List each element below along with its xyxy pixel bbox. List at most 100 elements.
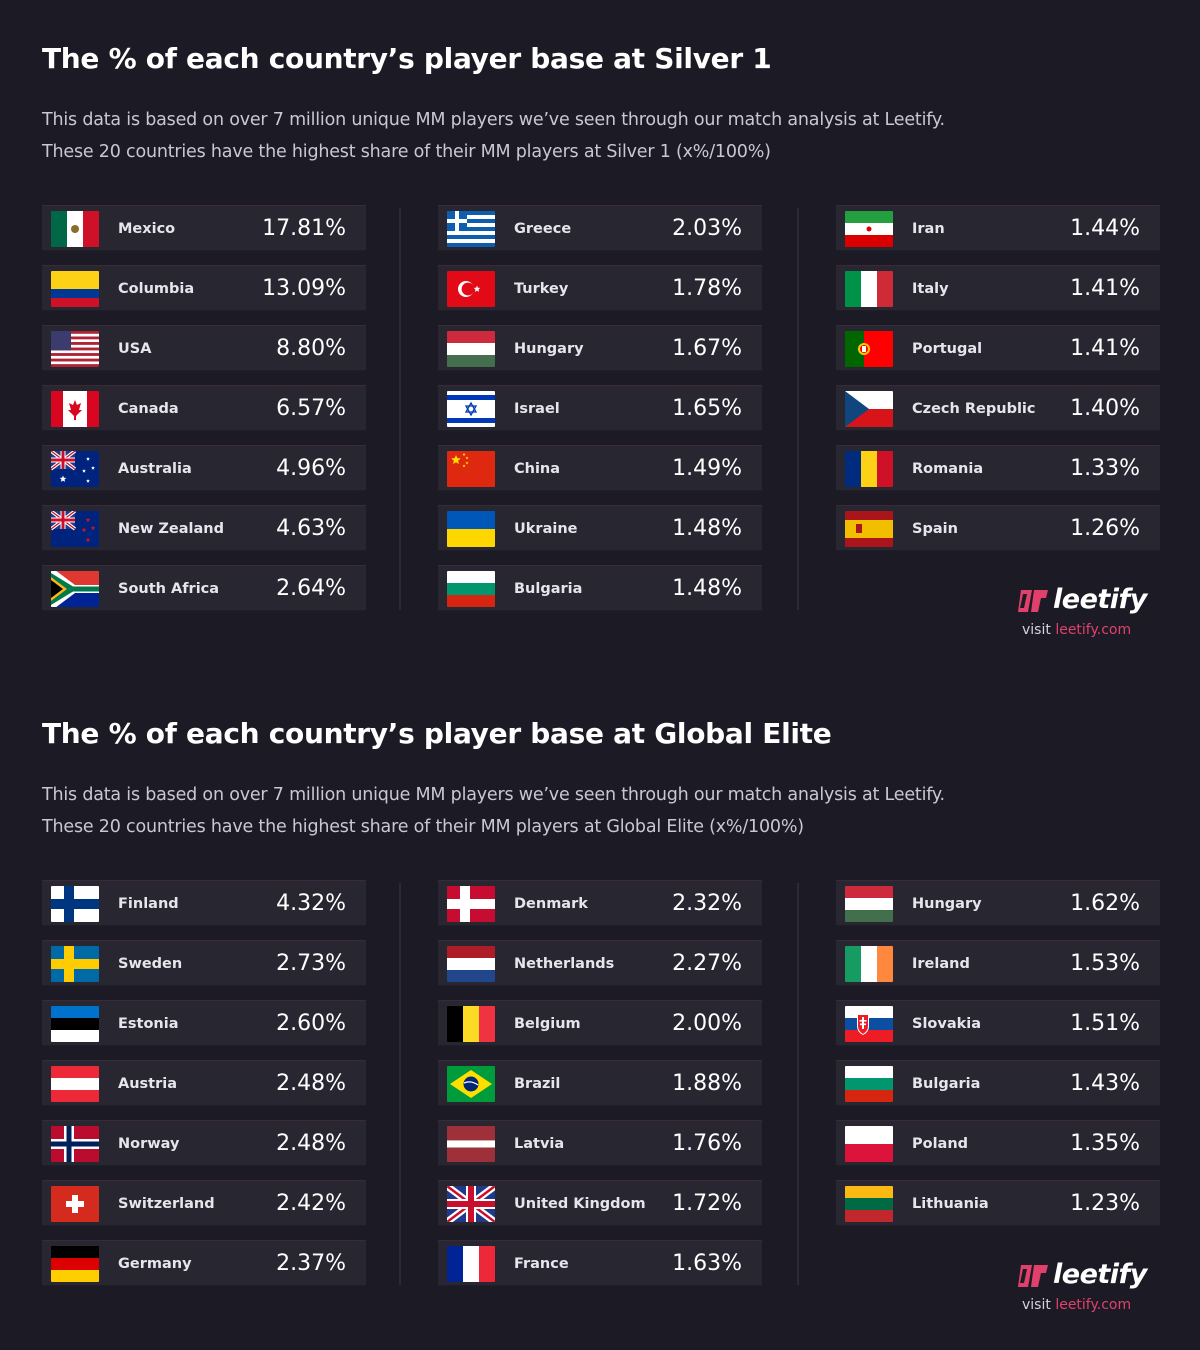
switzerland-flag-icon [51,1186,99,1222]
visit-link[interactable]: leetify.com [1055,1297,1132,1313]
germany-flag-icon [51,1246,99,1282]
country-name: Denmark [514,896,588,912]
country-percentage: 1.23% [1070,1191,1140,1216]
country-name: Australia [118,461,192,477]
country-name: Italy [912,281,949,297]
country-percentage: 1.48% [672,516,742,541]
table-row: Italy 1.41% [836,265,1160,311]
column-divider [399,883,401,1285]
czech-flag-icon [845,391,893,427]
table-row: Turkey 1.78% [438,265,762,311]
country-name: Romania [912,461,984,477]
country-percentage: 4.32% [276,891,346,916]
table-row: Norway 2.48% [42,1120,366,1166]
table-row: Mexico 17.81% [42,205,366,251]
table-row: Denmark 2.32% [438,880,762,926]
table-row: Netherlands 2.27% [438,940,762,986]
column-divider [399,208,401,610]
table-row: Ireland 1.53% [836,940,1160,986]
italy-flag-icon [845,271,893,307]
country-percentage: 1.26% [1070,516,1140,541]
usa-flag-icon [51,331,99,367]
australia-flag-icon [51,451,99,487]
country-percentage: 2.42% [276,1191,346,1216]
belgium-flag-icon [447,1006,495,1042]
table-row: France 1.63% [438,1240,762,1286]
country-name: France [514,1256,569,1272]
section-description: This data is based on over 7 million uni… [42,779,945,843]
table-row: Lithuania 1.23% [836,1180,1160,1226]
country-percentage: 1.63% [672,1251,742,1276]
section-title: The % of each country’s player base at G… [42,717,832,750]
visit-link[interactable]: leetify.com [1055,622,1132,638]
country-percentage: 4.63% [276,516,346,541]
country-percentage: 1.35% [1070,1131,1140,1156]
logo-text: leetify [1053,1259,1147,1290]
country-name: Canada [118,401,179,417]
table-row: Australia 4.96% [42,445,366,491]
bulgaria-flag-icon [845,1066,893,1102]
visit-text: visit leetify.com [1022,622,1131,638]
turkey-flag-icon [447,271,495,307]
china-flag-icon [447,451,495,487]
country-percentage: 2.73% [276,951,346,976]
leetify-logo-icon [1018,1265,1048,1287]
sweden-flag-icon [51,946,99,982]
spain-flag-icon [845,511,893,547]
country-percentage: 1.76% [672,1131,742,1156]
column-divider [797,883,799,1285]
table-row: Spain 1.26% [836,505,1160,551]
table-row: Sweden 2.73% [42,940,366,986]
country-name: Columbia [118,281,195,297]
table-row: Bulgaria 1.43% [836,1060,1160,1106]
table-row: United Kingdom 1.72% [438,1180,762,1226]
country-percentage: 2.60% [276,1011,346,1036]
section-title: The % of each country’s player base at S… [42,42,772,75]
country-name: Brazil [514,1076,561,1092]
country-name: Greece [514,221,572,237]
table-row: Czech Republic 1.40% [836,385,1160,431]
country-percentage: 1.67% [672,336,742,361]
country-percentage: 1.51% [1070,1011,1140,1036]
table-row: Austria 2.48% [42,1060,366,1106]
country-name: China [514,461,561,477]
country-percentage: 1.41% [1070,336,1140,361]
slovakia-flag-icon [845,1006,893,1042]
country-percentage: 2.48% [276,1071,346,1096]
country-name: Germany [118,1256,192,1272]
country-percentage: 1.48% [672,576,742,601]
description-line-2: These 20 countries have the highest shar… [42,142,771,162]
country-percentage: 1.43% [1070,1071,1140,1096]
country-percentage: 1.41% [1070,276,1140,301]
country-percentage: 2.37% [276,1251,346,1276]
country-name: Israel [514,401,560,417]
country-name: Switzerland [118,1196,215,1212]
table-row: Brazil 1.88% [438,1060,762,1106]
country-name: Ireland [912,956,970,972]
leetify-logo-icon [1018,590,1048,612]
hungary-flag-icon [447,331,495,367]
latvia-flag-icon [447,1126,495,1162]
country-percentage: 17.81% [262,216,346,241]
description-line-2: These 20 countries have the highest shar… [42,817,804,837]
leetify-logo: leetify visit leetify.com [1018,1257,1148,1317]
country-percentage: 1.88% [672,1071,742,1096]
country-percentage: 2.64% [276,576,346,601]
table-row: China 1.49% [438,445,762,491]
table-row: Columbia 13.09% [42,265,366,311]
table-row: Bulgaria 1.48% [438,565,762,611]
country-name: United Kingdom [514,1196,646,1212]
country-percentage: 1.72% [672,1191,742,1216]
visit-prefix: visit [1022,622,1056,638]
portugal-flag-icon [845,331,893,367]
austria-flag-icon [51,1066,99,1102]
country-name: Iran [912,221,945,237]
lithuania-flag-icon [845,1186,893,1222]
country-percentage: 1.65% [672,396,742,421]
country-percentage: 4.96% [276,456,346,481]
romania-flag-icon [845,451,893,487]
table-row: Finland 4.32% [42,880,366,926]
visit-text: visit leetify.com [1022,1297,1131,1313]
country-percentage: 1.53% [1070,951,1140,976]
leetify-logo: leetify visit leetify.com [1018,582,1148,642]
